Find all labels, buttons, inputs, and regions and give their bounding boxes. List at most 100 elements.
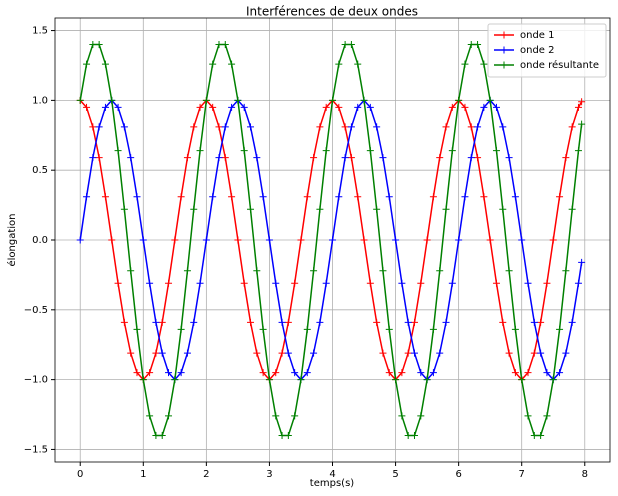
data-point xyxy=(190,205,198,213)
data-point xyxy=(474,123,482,131)
data-point xyxy=(417,369,425,377)
data-point xyxy=(492,147,500,155)
data-point xyxy=(253,154,261,162)
data-point xyxy=(215,154,223,162)
data-point xyxy=(259,369,267,377)
legend-label: onde 1 xyxy=(520,30,555,41)
data-point xyxy=(297,236,305,244)
data-point xyxy=(127,349,135,357)
data-point xyxy=(278,318,286,326)
data-point xyxy=(480,60,488,68)
data-point xyxy=(562,349,570,357)
data-point xyxy=(158,349,166,357)
data-point xyxy=(524,412,532,420)
data-point xyxy=(549,376,557,384)
data-point xyxy=(221,154,229,162)
data-point xyxy=(530,318,538,326)
data-point xyxy=(373,318,381,326)
data-point xyxy=(303,193,311,201)
data-point xyxy=(373,123,381,131)
data-point xyxy=(228,103,236,111)
x-tick-label: 3 xyxy=(266,469,272,480)
data-point xyxy=(310,349,318,357)
data-point xyxy=(347,154,355,162)
data-point xyxy=(354,60,362,68)
data-point xyxy=(89,123,97,131)
data-point xyxy=(76,236,84,244)
data-point xyxy=(568,205,576,213)
data-point xyxy=(228,193,236,201)
data-point xyxy=(366,279,374,287)
data-point xyxy=(562,267,570,275)
data-point xyxy=(95,123,103,131)
data-point xyxy=(133,325,141,333)
data-point xyxy=(354,103,362,111)
data-point xyxy=(190,123,198,131)
data-point xyxy=(467,154,475,162)
y-tick-label: 1.5 xyxy=(32,26,48,37)
data-point xyxy=(215,123,223,131)
data-point xyxy=(215,41,223,49)
data-point xyxy=(423,376,431,384)
data-point xyxy=(549,236,557,244)
data-point xyxy=(347,123,355,131)
data-point xyxy=(183,349,191,357)
data-point xyxy=(139,236,147,244)
y-tick-label: −0.5 xyxy=(24,305,48,316)
data-point xyxy=(335,60,343,68)
data-point xyxy=(234,236,242,244)
y-tick-label: −1.0 xyxy=(24,375,48,386)
data-point xyxy=(329,96,336,104)
data-point xyxy=(578,120,586,128)
data-point xyxy=(486,236,494,244)
data-point xyxy=(360,96,368,104)
data-point xyxy=(316,123,324,131)
data-point xyxy=(228,60,236,68)
data-point xyxy=(499,318,507,326)
data-point xyxy=(578,258,586,266)
data-point xyxy=(410,318,418,326)
data-point xyxy=(537,318,545,326)
data-point xyxy=(284,318,292,326)
data-point xyxy=(177,325,185,333)
data-point xyxy=(392,236,400,244)
data-point xyxy=(385,369,393,377)
data-point xyxy=(322,279,330,287)
data-point xyxy=(398,412,406,420)
data-point xyxy=(146,412,154,420)
legend-marker xyxy=(500,61,508,69)
data-point xyxy=(120,318,128,326)
data-point xyxy=(114,103,122,111)
data-point xyxy=(543,369,551,377)
data-point xyxy=(310,154,318,162)
data-point xyxy=(177,369,185,377)
data-point xyxy=(556,369,564,377)
data-point xyxy=(247,123,255,131)
data-point xyxy=(404,318,412,326)
data-point xyxy=(537,431,545,439)
data-point xyxy=(537,349,545,357)
data-point xyxy=(417,412,425,420)
data-point xyxy=(303,369,311,377)
data-point xyxy=(341,41,349,49)
data-point xyxy=(209,103,217,111)
data-point xyxy=(436,267,444,275)
data-point xyxy=(272,369,280,377)
data-point xyxy=(467,123,475,131)
data-point xyxy=(101,103,109,111)
data-point xyxy=(265,236,273,244)
data-point xyxy=(253,349,261,357)
data-point xyxy=(341,123,349,131)
data-point xyxy=(404,431,412,439)
data-point xyxy=(114,147,122,155)
data-point xyxy=(442,318,450,326)
data-point xyxy=(83,103,91,111)
data-point xyxy=(436,154,444,162)
data-point xyxy=(146,279,154,287)
data-point xyxy=(499,205,507,213)
data-point xyxy=(127,267,135,275)
data-point xyxy=(108,96,116,104)
x-tick-label: 5 xyxy=(392,469,398,480)
data-point xyxy=(429,193,437,201)
data-point xyxy=(480,193,488,201)
